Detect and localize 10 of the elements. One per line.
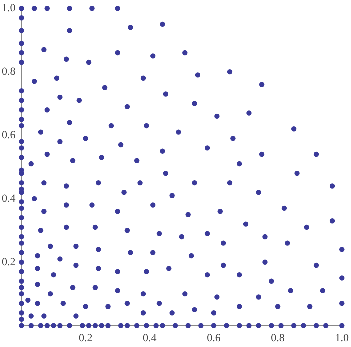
x-tick-label: 0.4 <box>143 332 158 344</box>
x-tick-label: 0.8 <box>271 332 286 344</box>
y-tick-label: 0.4 <box>2 192 16 205</box>
y-tick-label: 1.0 <box>2 2 16 14</box>
x-tick-label: 0.2 <box>78 332 93 344</box>
x-tick-label: 1.0 <box>335 332 350 344</box>
x-tick-label: 0.6 <box>207 332 222 344</box>
y-tick-label: 0.8 <box>2 66 16 78</box>
y-tick-label: 0.6 <box>2 129 16 142</box>
y-tick-label: 0.2 <box>2 256 16 268</box>
